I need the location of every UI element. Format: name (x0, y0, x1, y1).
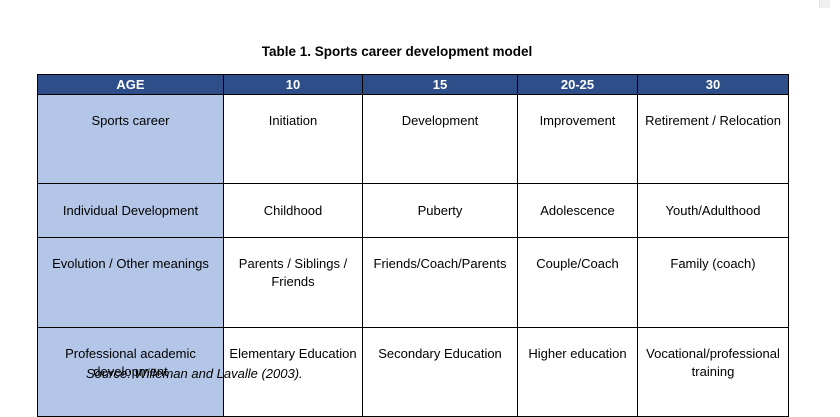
header-cell-15: 15 (362, 74, 518, 95)
table-caption: Table 1. Sports career development model (261, 44, 533, 59)
table-cell: Adolescence (517, 183, 638, 238)
table-cell: Parents / Siblings / Friends (223, 237, 363, 328)
header-cell-20-25: 20-25 (517, 74, 638, 95)
table-cell: Secondary Education (362, 327, 518, 417)
scrollbar-stub[interactable] (819, 0, 830, 8)
table-cell: Retirement / Relocation (637, 94, 789, 184)
table-cell: Puberty (362, 183, 518, 238)
table-cell: Family (coach) (637, 237, 789, 328)
header-cell-10: 10 (223, 74, 363, 95)
table-row: Individual Development Childhood Puberty… (37, 183, 789, 238)
table-cell: Development (362, 94, 518, 184)
table-cell: Childhood (223, 183, 363, 238)
header-cell-age: AGE (37, 74, 224, 95)
table-cell: Initiation (223, 94, 363, 184)
table-cell: Friends/Coach/Parents (362, 237, 518, 328)
table-cell: Higher education (517, 327, 638, 417)
table-cell: Improvement (517, 94, 638, 184)
table-cell: Vocational/professional training (637, 327, 789, 417)
sports-career-table: AGE 10 15 20-25 30 Sports career Initiat… (37, 74, 789, 417)
header-cell-30: 30 (637, 74, 789, 95)
table-cell: Couple/Coach (517, 237, 638, 328)
table-cell: Youth/Adulthood (637, 183, 789, 238)
row-label-sports-career: Sports career (37, 94, 224, 184)
row-label-individual-development: Individual Development (37, 183, 224, 238)
row-label-evolution: Evolution / Other meanings (37, 237, 224, 328)
table-row: Sports career Initiation Development Imp… (37, 94, 789, 184)
header-row: AGE 10 15 20-25 30 (37, 74, 789, 95)
source-note: Source: Willeman and Lavalle (2003). (86, 366, 303, 381)
table-row: Evolution / Other meanings Parents / Sib… (37, 237, 789, 328)
